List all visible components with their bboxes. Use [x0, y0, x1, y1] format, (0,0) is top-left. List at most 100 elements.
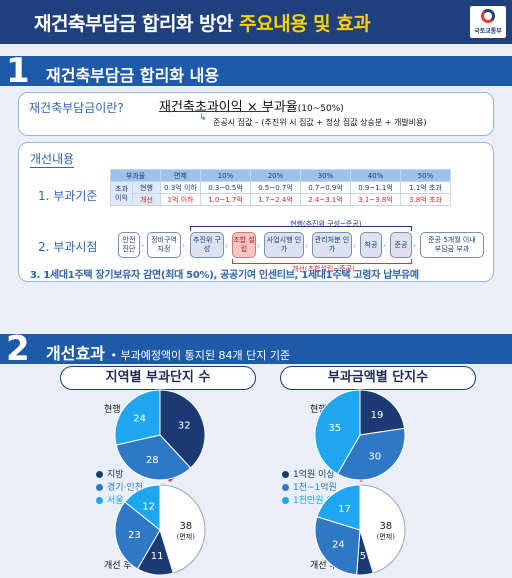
definition-subformula: 준공시 집값 – (추진위 시 집값 + 정상 집값 상승분 + 개발비용): [213, 117, 427, 128]
rate-row-improved: 개선 1억 이하 1.0~1.7억 1.7~2.4억 2.4~3.1억 3.1~…: [111, 193, 451, 206]
pie-value-label: 30: [368, 452, 381, 463]
item2-label: 2. 부과시점: [38, 240, 98, 254]
pie-slice: [316, 484, 361, 531]
section1-title: 재건축부담금 합리화 내용: [46, 66, 220, 85]
rate-header-cell: 50%: [400, 169, 451, 182]
legend-text: 1천~1억원: [293, 483, 337, 493]
timeline-step: 추진위 구성: [190, 232, 224, 258]
rate-header-cell: 40%: [350, 169, 401, 182]
timeline-step: 준공: [390, 232, 412, 258]
section2-number: 2: [6, 329, 30, 369]
timeline-step: 안전 진단: [118, 232, 140, 258]
right-effect-title: 부과금액별 단지수: [280, 366, 476, 390]
step-arrow-icon: ›: [225, 241, 229, 250]
current-timeline-bracket: [190, 226, 412, 231]
definition-box: 재건축부담금이란? 재건축초과이익 × 부과율(10~50%) ↳ 준공시 집값…: [18, 92, 494, 136]
rate-table: 부과율 면제 10% 20% 30% 40% 50% 초과이익 현행 0.3억 …: [110, 169, 451, 206]
rate-header-cell: 면제: [160, 169, 201, 182]
pie-slice: [336, 427, 406, 481]
pie-value-label: 11: [151, 551, 164, 562]
legend-dot-icon: [96, 484, 103, 491]
definition-label: 재건축부담금이란?: [29, 101, 124, 115]
pie-slice: [314, 516, 361, 576]
left-legend-item: 서울: [96, 493, 124, 506]
pie-slice: [359, 484, 406, 574]
formula-range: (10~50%): [297, 104, 344, 114]
rate-row-label: 개선: [132, 193, 161, 206]
title-highlight: 주요내용 및 효과: [239, 13, 371, 35]
rate-cell: 3.1~3.8억: [350, 193, 401, 206]
legend-dot-icon: [96, 471, 103, 478]
right-current-label: 현행: [310, 405, 327, 415]
pie-value-note: (면제): [177, 532, 196, 541]
improvement-box: [18, 142, 494, 282]
pie-slice: [359, 389, 406, 436]
improved-timeline-note: 개선(조합설립~준공): [292, 265, 355, 273]
step-arrow-icon: ›: [383, 241, 387, 250]
pie-value-label: 24: [133, 414, 146, 425]
section2-title: 개선효과: [46, 344, 105, 363]
step-arrow-icon: ›: [305, 241, 309, 250]
subformula-rest: – (추진위 시 집값 + 정상 집값 상승분 + 개발비용): [252, 118, 427, 127]
right-legend-item: 1천~1억원: [282, 480, 337, 493]
right-legend-item: 1천만원 이하: [282, 493, 343, 506]
timeline-step: 준공 5개월 이내 부담금 부과: [420, 232, 484, 258]
section2-header: 2 개선효과 • 부과예정액이 통지된 84개 단지 기준: [0, 329, 512, 369]
improvement-label: 개선내용: [30, 152, 75, 168]
section1-header: 1 재건축부담금 합리화 내용: [0, 51, 512, 91]
legend-text: 경기·인천: [107, 483, 143, 493]
pie-slice: [114, 389, 161, 446]
pie-value-label: 38: [179, 521, 192, 532]
rate-row-label: 현행: [132, 181, 161, 194]
legend-text: 1천만원 이하: [293, 496, 343, 506]
step-arrow-icon: ›: [413, 241, 417, 250]
pie-value-label: 24: [332, 540, 345, 551]
pie-slice: [124, 484, 161, 532]
item1-label: 1. 부과기준: [38, 189, 98, 203]
logo-emblem-icon: [481, 9, 495, 23]
pie-slice: [159, 484, 206, 574]
title-bar: 재건축부담금 합리화 방안 주요내용 및 효과 국토교통부: [0, 0, 512, 44]
logo-text: 국토교통부: [474, 28, 502, 35]
pie-slice: [159, 389, 206, 469]
timeline-step: 사업시행 인가: [264, 232, 304, 258]
pie-slice: [114, 501, 161, 570]
legend-dot-icon: [282, 497, 289, 504]
right-legend-item: 1억원 이상: [282, 467, 335, 480]
pie-value-label: 32: [178, 420, 191, 431]
step-arrow-icon: ›: [353, 241, 357, 250]
rate-header-cell: 30%: [300, 169, 351, 182]
section2-title-wrap: 개선효과 • 부과예정액이 통지된 84개 단지 기준: [46, 340, 290, 364]
left-current-label: 현행: [104, 405, 121, 415]
step-arrow-icon: ›: [257, 241, 261, 250]
formula-underline: [159, 111, 269, 112]
section2-subtitle: • 부과예정액이 통지된 84개 단지 기준: [110, 349, 291, 362]
pie-slice: [115, 434, 192, 481]
rate-table-header: 부과율 면제 10% 20% 30% 40% 50%: [110, 169, 451, 182]
legend-dot-icon: [282, 471, 289, 478]
left-legend-item: 지방: [96, 467, 124, 480]
timeline-step: 착공: [360, 232, 382, 258]
ministry-logo: 국토교통부: [470, 6, 506, 38]
rate-cell: 3.8억 초과: [400, 193, 451, 206]
pie-value-note: (면제): [377, 532, 396, 541]
legend-text: 1억원 이상: [293, 470, 335, 480]
timeline-step: 정비구역 지정: [147, 232, 181, 258]
pie-value-label: 35: [328, 423, 341, 434]
pie-value-label: 17: [338, 504, 351, 515]
section1-number: 1: [6, 51, 30, 91]
rate-row-group: 초과이익: [110, 181, 133, 206]
pie-value-label: 19: [371, 410, 384, 421]
pie-value-label: 38: [379, 521, 392, 532]
rate-cell: 2.4~3.1억: [300, 193, 351, 206]
left-effect-title: 지역별 부과단지 수: [60, 366, 256, 390]
page-title: 재건축부담금 합리화 방안 주요내용 및 효과: [34, 9, 371, 36]
item3-label: 3. 1세대1주택 장기보유자 감면(최대 50%), 공공기여 인센티브, 1…: [30, 270, 419, 281]
step-arrow-icon: ›: [182, 241, 186, 250]
current-timeline-note: 현행(추진위 구성~준공): [290, 220, 362, 228]
timeline-step: 관리처분 인가: [312, 232, 352, 258]
improved-timeline-bracket: [232, 259, 412, 264]
timeline-step: 조합 설립: [232, 232, 256, 258]
pie-value-label: 12: [142, 501, 155, 512]
